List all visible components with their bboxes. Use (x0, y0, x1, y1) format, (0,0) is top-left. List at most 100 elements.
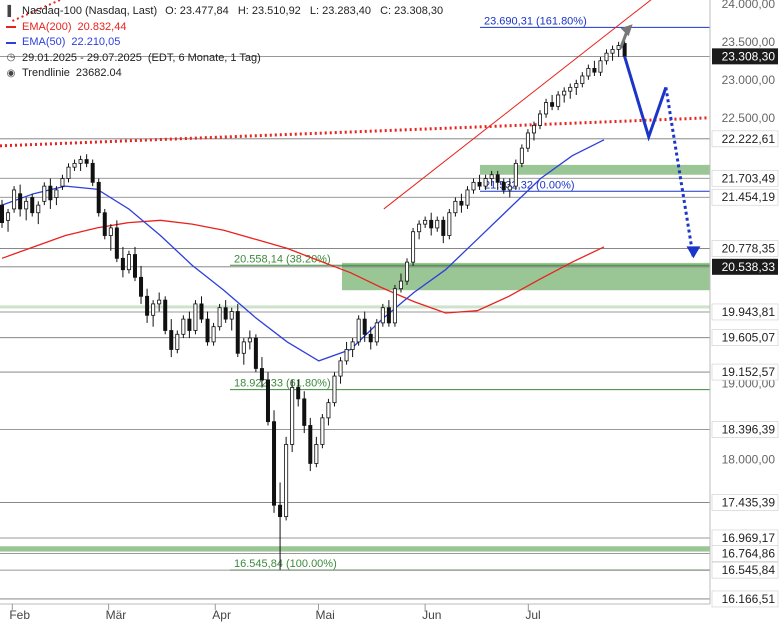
ohlc-open: O: 23.477,84 (165, 5, 229, 17)
legend-ema200-row[interactable]: EMA(200) 20.832,44 (4, 20, 449, 36)
chart-legend: ▌ Nasdaq-100 (Nasdaq, Last) O: 23.477,84… (4, 4, 449, 82)
candle-body (568, 86, 573, 92)
candle-body (562, 90, 567, 96)
candle-body (513, 162, 518, 187)
candle-body (447, 212, 452, 236)
candle-body (556, 94, 561, 107)
candle-body (24, 200, 29, 210)
candle-body (241, 341, 246, 354)
candle-body (253, 337, 258, 369)
legend-period-row: ◷ 29.01.2025 - 29.07.2025 (EDT, 6 Monate… (4, 51, 449, 67)
ema200-line (1, 219, 605, 314)
price-label: 16.969,17 (722, 531, 776, 545)
y-tick-label: 18.000,00 (722, 453, 776, 467)
candle-body (398, 280, 403, 290)
price-label: 22.222,61 (722, 132, 776, 146)
trendline-dotted (0, 116, 711, 148)
price-label-box (711, 188, 779, 206)
candle-body (441, 219, 446, 236)
price-label-box (711, 363, 779, 381)
projection-arrow-head (686, 246, 701, 259)
candle-body (465, 189, 470, 206)
candle-body (598, 60, 603, 73)
ema50-label: EMA(50) (22, 36, 66, 48)
candle-body (435, 219, 440, 229)
channel-top-line (383, 0, 652, 210)
projection-path (619, 24, 701, 259)
candle-body (501, 181, 506, 191)
price-label: 19.152,57 (722, 365, 776, 379)
candle-body (296, 387, 301, 400)
candle-body (235, 311, 240, 354)
candle-body (42, 185, 47, 202)
price-label-box (711, 421, 779, 438)
candle-body (356, 318, 361, 343)
ema200-label: EMA(200) (22, 20, 72, 33)
instrument-name: Nasdaq-100 (Nasdaq, Last) (22, 5, 158, 17)
bar-chart-icon: ▌ (7, 5, 15, 17)
legend-trendline-row[interactable]: ◉ Trendlinie 23682.04 (4, 66, 449, 82)
candle-body (0, 204, 4, 224)
candle-body (544, 102, 549, 115)
price-label: 20.538,33 (722, 260, 776, 274)
price-label: 19.605,07 (722, 331, 776, 345)
candle-body (580, 75, 585, 84)
candle-body (126, 254, 131, 271)
candle-body (78, 159, 83, 164)
candle-body (495, 174, 500, 183)
price-label-box (712, 48, 778, 65)
ohlc-close: C: 23.308,30 (380, 5, 444, 17)
price-label-box (711, 303, 779, 321)
x-tick-label: Jun (422, 608, 441, 622)
candle-body (380, 307, 385, 324)
candle-body (72, 162, 77, 168)
trendline-dotted-upper (9, 0, 61, 23)
candle-body (66, 166, 71, 179)
candlesticks (0, 40, 627, 570)
target-icon: ◉ (6, 67, 16, 79)
candle-body (120, 257, 125, 271)
price-label-box (711, 545, 779, 562)
price-label-box (711, 130, 779, 148)
candle-body (48, 185, 53, 201)
candle-body (132, 254, 137, 278)
candle-body (308, 425, 313, 464)
support-zone (0, 305, 710, 309)
candle-body (574, 83, 579, 88)
projection-line-solid (623, 55, 668, 142)
period-range: 29.01.2025 - 29.07.2025 (22, 51, 142, 64)
candle-body (350, 341, 355, 350)
fib-level-label: 21.532,32 (0.00%) (484, 179, 575, 191)
candle-body (90, 162, 95, 183)
candle-body (290, 387, 295, 445)
support-zone (480, 164, 710, 175)
candle-body (193, 303, 198, 331)
price-label: 23.308,30 (722, 49, 776, 63)
legend-instrument-row: ▌ Nasdaq-100 (Nasdaq, Last) O: 23.477,84… (4, 4, 449, 20)
candle-body (12, 189, 17, 210)
candle-body (114, 227, 119, 259)
support-zone (342, 262, 710, 291)
candle-body (181, 318, 186, 335)
price-label-box (711, 329, 779, 347)
projection-line-dotted (664, 87, 695, 259)
candle-body (392, 288, 397, 324)
candle-body (423, 219, 428, 225)
y-tick-label: 24.000,00 (722, 0, 776, 11)
legend-ema50-row[interactable]: EMA(50) 22.210,05 (4, 35, 449, 51)
candle-body (278, 504, 283, 518)
candle-body (368, 333, 373, 343)
candle-body (54, 189, 59, 198)
candle-body (586, 67, 591, 77)
x-tick-label: Feb (9, 608, 30, 622)
y-tick-label: 22.500,00 (722, 111, 776, 125)
trendline-label: Trendlinie (22, 67, 70, 79)
time-axis: Feb Mär Apr Mai Jun Jul (0, 603, 710, 622)
ohlc-values: O: 23.477,84 H: 23.510,92 L: 23.283,40 C… (165, 4, 449, 20)
up-arrow-head (620, 24, 633, 37)
candle-body (332, 375, 337, 404)
candle-body (96, 181, 101, 214)
candle-body (223, 307, 228, 320)
x-tick-label: Mär (106, 608, 127, 622)
